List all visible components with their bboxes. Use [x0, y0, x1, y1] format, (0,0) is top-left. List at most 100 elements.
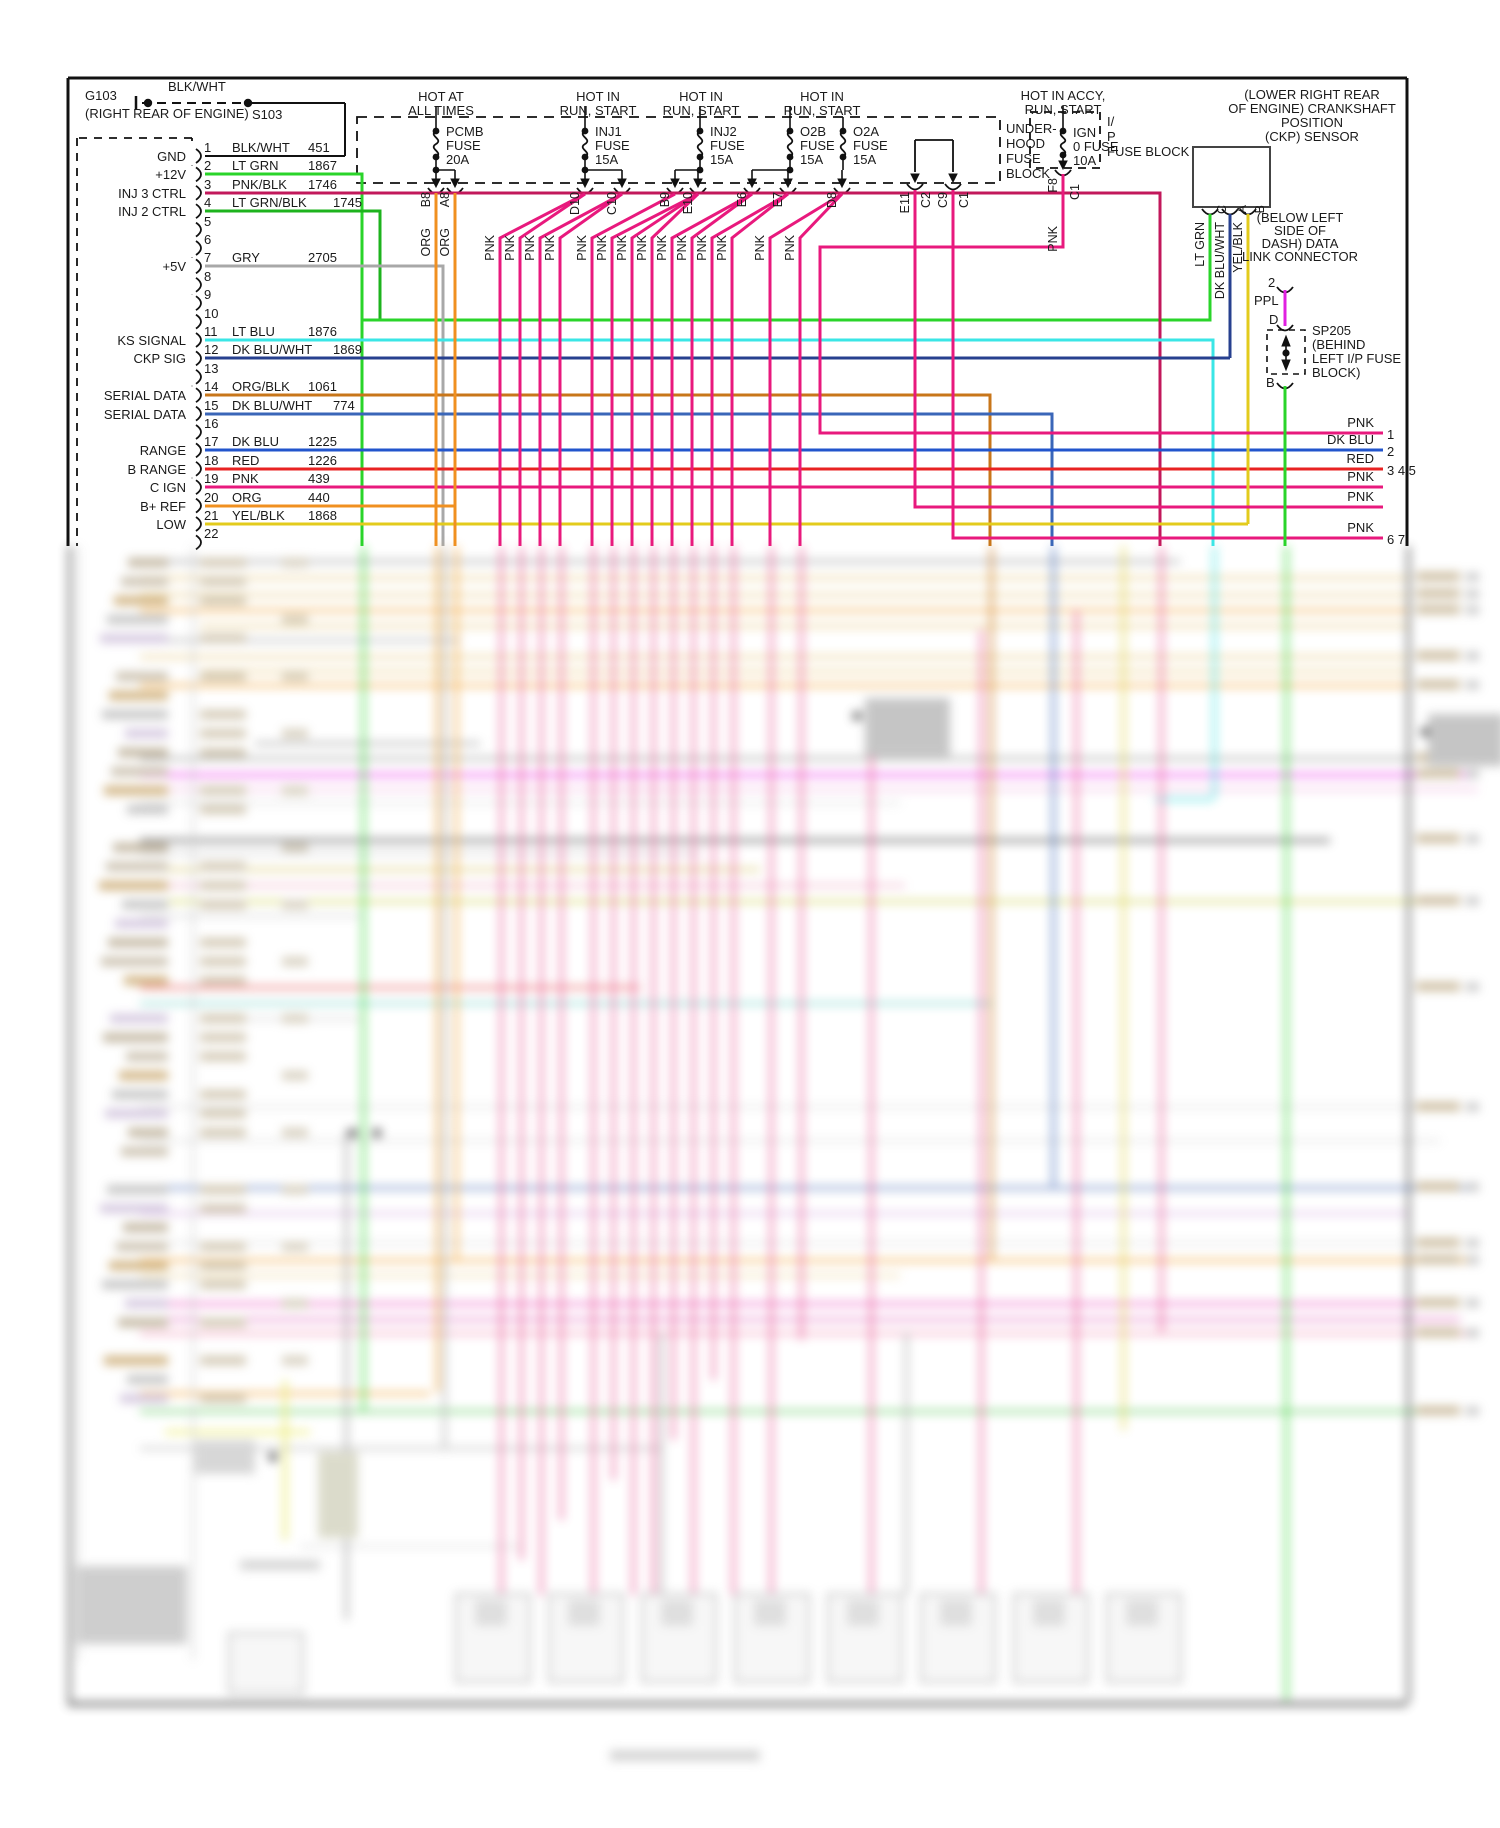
- ckp-title: POSITION: [1280, 115, 1344, 130]
- blurred-label: [1466, 1299, 1479, 1307]
- blurred-wire: [612, 546, 615, 1480]
- blurred-wire: [140, 1212, 1410, 1215]
- pcm-pin-signal: KS SIGNAL: [117, 333, 186, 348]
- wire-segment: [195, 166, 202, 183]
- g103-wire-label: BLK/WHT: [168, 79, 226, 94]
- pcm-pin-signal: RANGE: [139, 443, 186, 459]
- wire-segment: [195, 350, 202, 367]
- wire-segment: [205, 172, 364, 546]
- pcm-pin-wire-color: LT GRN: [232, 158, 279, 174]
- wire-segment: [434, 193, 457, 546]
- pcm-pin-number: 11: [204, 324, 218, 339]
- mask: [186, 147, 198, 165]
- blurred-connector-inner: [1126, 1600, 1158, 1626]
- blurred-wire: [140, 684, 1410, 687]
- wire-segment: [450, 178, 460, 189]
- blurred-wire: [652, 546, 655, 1595]
- fuse-amp: 15A: [595, 152, 619, 167]
- wire-segment: [951, 190, 1383, 540]
- fuse-amp: 15A: [710, 152, 734, 167]
- pcm-pin-number: 1: [204, 140, 212, 155]
- blurred-label: [1466, 835, 1479, 843]
- blurred-label: [121, 577, 168, 586]
- blurred-label: [116, 672, 168, 681]
- blurred-wire: [1052, 546, 1055, 1186]
- pcm-pin-wire-color: RED: [232, 452, 260, 468]
- mask: [186, 367, 198, 386]
- blurred-label: [200, 805, 246, 814]
- pcm-pin-number: 5: [204, 213, 212, 229]
- blurred-label: [1416, 1238, 1460, 1247]
- blurred-label: [200, 862, 246, 871]
- pcm-pin-signal: LOW: [156, 517, 186, 532]
- blurred-label: [282, 1242, 308, 1251]
- pcm-pin-circuit: 774: [333, 397, 355, 413]
- blurred-label: [200, 1318, 246, 1327]
- blurred-label: [1466, 681, 1479, 689]
- blurred-wire: [255, 742, 480, 745]
- terminal-id: E7: [771, 192, 785, 208]
- blurred-label: [1466, 1183, 1479, 1191]
- blurred-label: [107, 1185, 168, 1194]
- terminal-wire-color: PNK: [503, 235, 517, 261]
- junction-dot: [1282, 349, 1290, 357]
- blurred-wire: [712, 546, 715, 1380]
- blurred-label: [200, 1242, 246, 1251]
- blurred-wire: [140, 576, 1410, 580]
- blurred-wire: [140, 1447, 660, 1450]
- pcm-pin-wire-color: ORG/BLK: [232, 379, 290, 395]
- sp205-label: (BEHIND: [1312, 337, 1366, 352]
- blurred-wire: [140, 1259, 1478, 1262]
- fuse-hot-label-2: RUN, START: [662, 103, 740, 118]
- pcm-pin-signal: INJ 3 CTRL: [118, 185, 186, 201]
- blurred-wire: [500, 546, 503, 1595]
- blurred-wire: [1407, 546, 1410, 1702]
- pcm-pin-number: 19: [204, 471, 219, 487]
- blurred-wire: [140, 1186, 1478, 1190]
- right-exit-pins: 2: [1387, 444, 1395, 459]
- wire-segment: [610, 192, 699, 546]
- pcm-pin-circuit: 1061: [308, 379, 337, 395]
- terminal-wire-color: PNK: [615, 235, 629, 261]
- blurred-label: [115, 919, 168, 928]
- fuse-name: PCMB: [446, 124, 484, 139]
- ckp-pin-letter: C: [1215, 205, 1229, 215]
- blurred-label: [116, 1242, 168, 1251]
- blurred-wire: [1075, 610, 1078, 1595]
- terminal-wire-color: PNK: [523, 235, 537, 261]
- pcm-pin-circuit: 439: [308, 471, 330, 487]
- blurred-note: [865, 698, 950, 756]
- junction-dot: [1059, 127, 1067, 135]
- blurred-junction: [268, 1452, 278, 1462]
- ign-terminal-right: C1: [1068, 184, 1082, 200]
- fuse-name: O2B: [800, 124, 827, 139]
- mask: [186, 496, 198, 515]
- blurred-label: [282, 786, 308, 795]
- blurred-label: [200, 1128, 246, 1137]
- pcm-pin-circuit: 1869: [333, 342, 362, 358]
- wire-segment: [944, 183, 962, 191]
- fuse-amp: 20A: [446, 152, 470, 167]
- wire-segment: [839, 130, 847, 158]
- terminal-id: D10: [568, 192, 582, 215]
- wire-segment: [617, 178, 627, 189]
- blurred-wire: [140, 1002, 990, 1005]
- wire-segment: [730, 192, 789, 546]
- terminal-wire-color: PNK: [783, 235, 797, 261]
- wire-segment: [195, 516, 202, 532]
- blurred-wire: [140, 773, 1478, 777]
- mask: [186, 220, 198, 239]
- blurred-label: [100, 634, 168, 643]
- blurred-wire: [140, 1106, 1440, 1108]
- blurred-label: [126, 1052, 168, 1061]
- wire-segment: [432, 130, 440, 158]
- blurred-wire: [140, 593, 1410, 597]
- wire-segment: [195, 534, 202, 551]
- blurred-label: [1416, 896, 1460, 905]
- blurred-label: [1416, 605, 1460, 614]
- wire-segment: [538, 192, 623, 546]
- pcm-pin-wire-color: LT BLU: [232, 324, 275, 339]
- terminal-id: C1: [957, 192, 971, 208]
- wire-segment: [650, 192, 700, 546]
- blurred-wire: [140, 868, 760, 871]
